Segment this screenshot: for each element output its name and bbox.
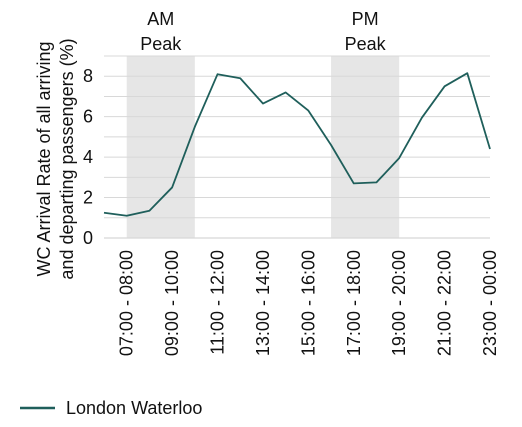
peak-label-line1: PM: [352, 9, 379, 29]
x-tick-label: 07:00 - 08:00: [117, 250, 137, 356]
peak-label-line2: Peak: [140, 34, 182, 54]
series-line-london-waterloo: [103, 72, 491, 217]
peak-band-pm: [331, 56, 400, 238]
peak-label-line1: AM: [147, 9, 174, 29]
gridlines: [104, 55, 490, 239]
legend: London Waterloo: [20, 398, 202, 418]
axis-labels: WC Arrival Rate of all arriving and depa…: [34, 38, 77, 279]
x-tick-label: 17:00 - 18:00: [344, 250, 364, 356]
peak-bands: AM Peak PM Peak: [126, 9, 400, 238]
axis-ticks: 0 2 4 6 8 07:00 - 08:00 09:00 - 10:00 11:00 - 1…: [83, 66, 500, 356]
x-tick-label: 13:00 - 14:00: [253, 250, 273, 356]
x-tick-label: 11:00 - 12:00: [208, 250, 228, 355]
x-tick-label: 19:00 - 20:00: [389, 250, 409, 356]
peak-band-am: [126, 56, 195, 238]
y-tick-label: 4: [83, 147, 93, 167]
x-tick-label: 21:00 - 22:00: [435, 250, 455, 356]
y-axis-label-line2: and departing passengers (%): [57, 38, 77, 279]
y-tick-label: 8: [83, 66, 93, 86]
y-tick-label: 6: [83, 107, 93, 127]
y-tick-label: 0: [83, 228, 93, 248]
legend-label: London Waterloo: [66, 398, 202, 418]
series-lines: [103, 72, 491, 217]
y-tick-label: 2: [83, 188, 93, 208]
x-tick-label: 15:00 - 16:00: [298, 250, 318, 356]
x-tick-label: 23:00 - 00:00: [480, 250, 500, 356]
peak-label-line2: Peak: [345, 34, 387, 54]
x-tick-label: 09:00 - 10:00: [162, 250, 182, 356]
y-axis-label-line1: WC Arrival Rate of all arriving: [34, 41, 54, 276]
